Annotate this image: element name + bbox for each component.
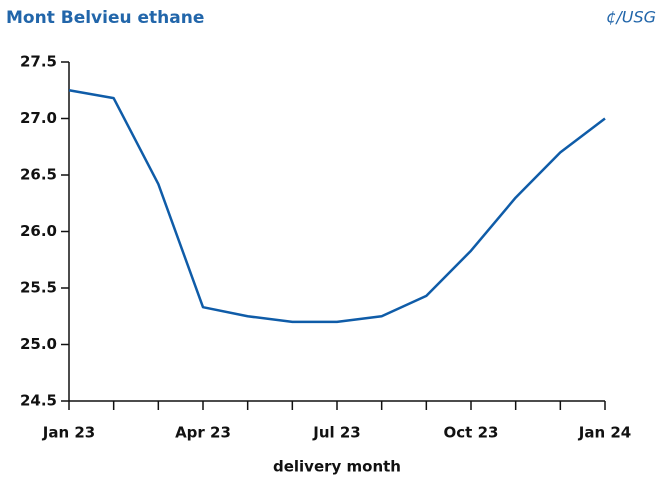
x-tick-label: Apr 23 [175,424,231,442]
x-tick-label: Oct 23 [444,424,499,442]
x-tick-label: Jan 23 [42,424,95,442]
chart-title: Mont Belvieu ethane [6,8,204,28]
y-tick-label: 27.5 [20,53,57,71]
x-tick-label: Jan 24 [578,424,631,442]
y-tick-label: 25.0 [20,335,57,353]
y-tick-label: 24.5 [20,392,57,410]
x-axis-label: delivery month [273,458,401,476]
y-tick-label: 27.0 [20,109,57,127]
x-tick-label: Jul 23 [312,424,361,442]
unit-label: ¢/USG [606,8,656,27]
y-tick-label: 26.5 [20,166,57,184]
y-tick-label: 26.0 [20,222,57,240]
data-line [68,89,606,324]
y-tick-label: 25.5 [20,279,57,297]
